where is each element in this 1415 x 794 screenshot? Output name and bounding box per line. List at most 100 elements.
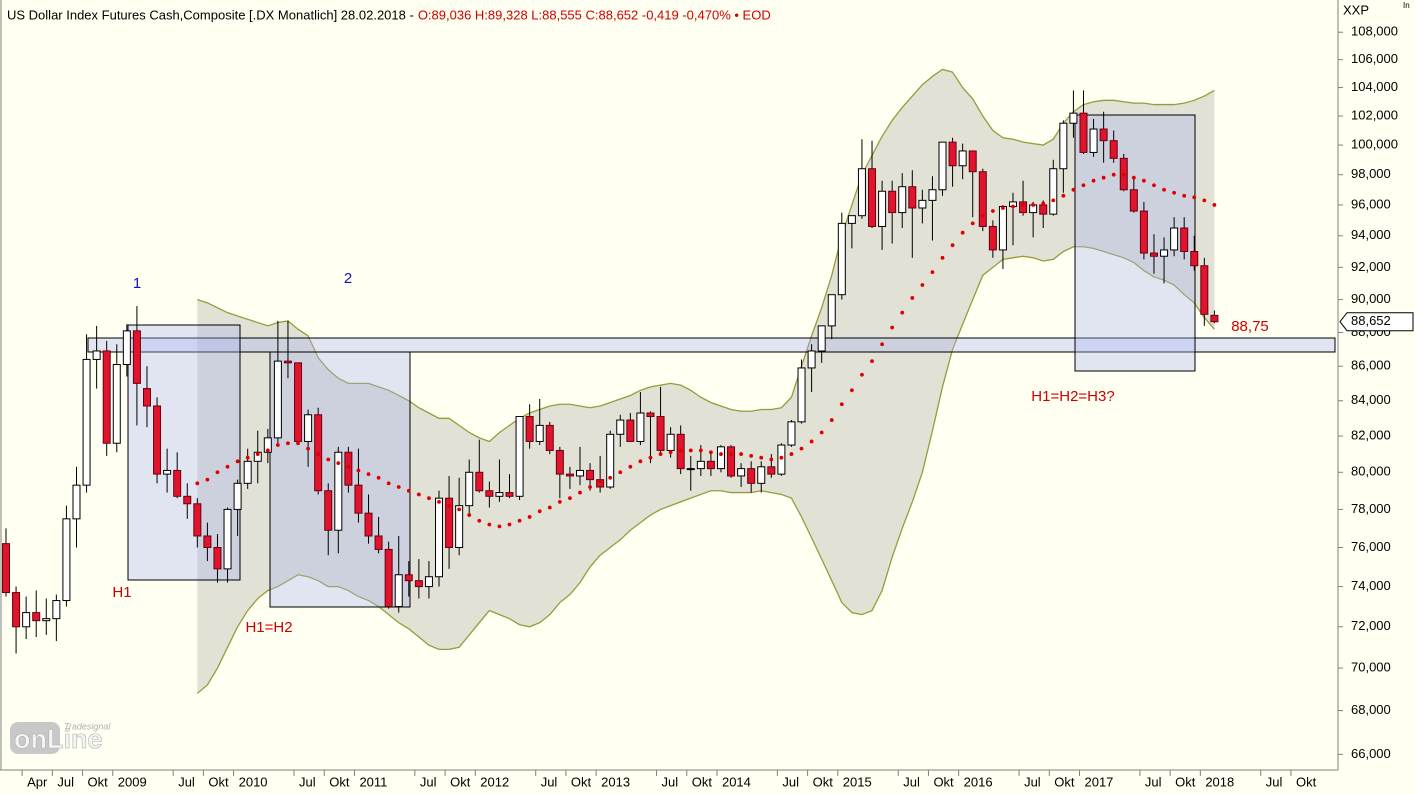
- x-tick-label: Okt: [1054, 774, 1075, 789]
- x-tick-label: Okt: [88, 774, 109, 789]
- middle-band-dot: [1021, 203, 1025, 207]
- candle-body: [656, 416, 665, 451]
- candle-body: [747, 468, 756, 484]
- middle-band-dot: [517, 518, 522, 523]
- candle-body: [586, 469, 595, 481]
- candle-body: [1200, 265, 1209, 315]
- middle-band-dot: [930, 270, 935, 275]
- middle-band-dot: [497, 524, 502, 529]
- candle-body: [92, 350, 101, 360]
- candle-body: [898, 186, 907, 214]
- y-tick-label: 102,000: [1351, 107, 1398, 122]
- candle-body: [52, 600, 61, 620]
- y-tick-label: 108,000: [1351, 24, 1398, 39]
- candle-body: [122, 330, 131, 366]
- candle-body: [142, 388, 151, 407]
- annotation: H1=H2=H3?: [1031, 388, 1114, 405]
- candle-body: [324, 490, 333, 531]
- price-tag: [1339, 312, 1414, 332]
- candle-body: [435, 497, 444, 578]
- candle-body: [82, 358, 91, 486]
- middle-band-dot: [356, 468, 361, 473]
- candle-body: [948, 141, 957, 167]
- y-tick-label: 78,000: [1351, 501, 1391, 516]
- candle-body: [72, 484, 81, 520]
- candle-body: [706, 460, 715, 470]
- candle-body: [968, 150, 977, 173]
- middle-band-dot: [427, 496, 431, 501]
- middle-band-dot: [1121, 172, 1126, 177]
- y-tick-label: 70,000: [1351, 660, 1391, 675]
- candle-body: [384, 548, 393, 608]
- middle-band-dot: [729, 452, 733, 456]
- annotation: 2: [344, 270, 352, 287]
- candle-body: [988, 225, 997, 251]
- candle-body: [787, 421, 796, 446]
- x-tick-label: Jul: [1145, 774, 1162, 789]
- candle-body: [878, 190, 887, 227]
- candle-body: [938, 141, 947, 191]
- middle-band-dot: [860, 372, 864, 377]
- x-tick-label: 2015: [843, 774, 872, 789]
- candle-body: [334, 451, 343, 531]
- annotation: 1: [133, 275, 141, 292]
- middle-band-dot: [890, 325, 895, 330]
- candle-body: [414, 580, 423, 588]
- middle-band-dot: [588, 485, 592, 489]
- middle-band-dot: [1001, 206, 1005, 210]
- y-tick-label: 84,000: [1351, 392, 1391, 407]
- candle-body: [294, 362, 303, 442]
- candle-body: [696, 460, 705, 470]
- x-tick-label: Jul: [541, 774, 558, 789]
- x-tick-label: Okt: [933, 774, 954, 789]
- candle-body: [626, 419, 635, 442]
- candle-body: [978, 171, 987, 227]
- candle-body: [545, 424, 554, 451]
- middle-band-dot: [326, 457, 331, 462]
- middle-band-dot: [990, 209, 995, 213]
- candle-body: [153, 405, 162, 475]
- middle-band-dot: [980, 213, 985, 218]
- middle-band-dot: [296, 441, 300, 446]
- middle-band-dot: [447, 503, 451, 508]
- price-tag-label: 88,652: [1351, 313, 1391, 328]
- middle-band-dot: [829, 418, 834, 422]
- watermark: onLine Tradesignal: [10, 721, 111, 754]
- x-tick-label: Jul: [782, 774, 799, 789]
- middle-band-dot: [1091, 178, 1096, 183]
- middle-band-dot: [809, 439, 814, 444]
- middle-band-dot: [537, 509, 542, 514]
- annotation: H1: [112, 584, 131, 601]
- watermark-logo: onLine: [14, 724, 103, 754]
- x-axis-panel: [0, 770, 1338, 794]
- middle-band-dot: [719, 452, 723, 456]
- candle-body: [1129, 189, 1138, 212]
- middle-band-dot: [1051, 198, 1056, 203]
- middle-band-dot: [265, 448, 270, 453]
- candle-body: [1160, 249, 1169, 257]
- y-tick-label: 90,000: [1351, 291, 1391, 306]
- middle-band-dot: [769, 457, 774, 462]
- middle-band-dot: [678, 448, 683, 453]
- candle-body: [606, 433, 615, 488]
- middle-band-dot: [628, 464, 633, 469]
- y-tick-label: 80,000: [1351, 464, 1391, 479]
- candle-body: [193, 503, 202, 537]
- middle-band-dot: [739, 452, 744, 456]
- candle-body: [1019, 201, 1028, 214]
- candle-body: [183, 495, 192, 505]
- candle-body: [173, 469, 182, 497]
- candle-body: [12, 592, 21, 628]
- candle-body: [767, 466, 776, 475]
- candle-body: [555, 449, 564, 475]
- middle-band-dot: [275, 443, 280, 447]
- middle-band-dot: [870, 359, 874, 364]
- middle-band-dot: [437, 500, 441, 504]
- middle-band-dot: [819, 430, 824, 435]
- x-tick-label: 2018: [1205, 774, 1234, 789]
- middle-band-dot: [839, 402, 844, 407]
- candle-body: [1210, 314, 1219, 323]
- candle-body: [243, 460, 252, 484]
- middle-band-dot: [286, 441, 290, 446]
